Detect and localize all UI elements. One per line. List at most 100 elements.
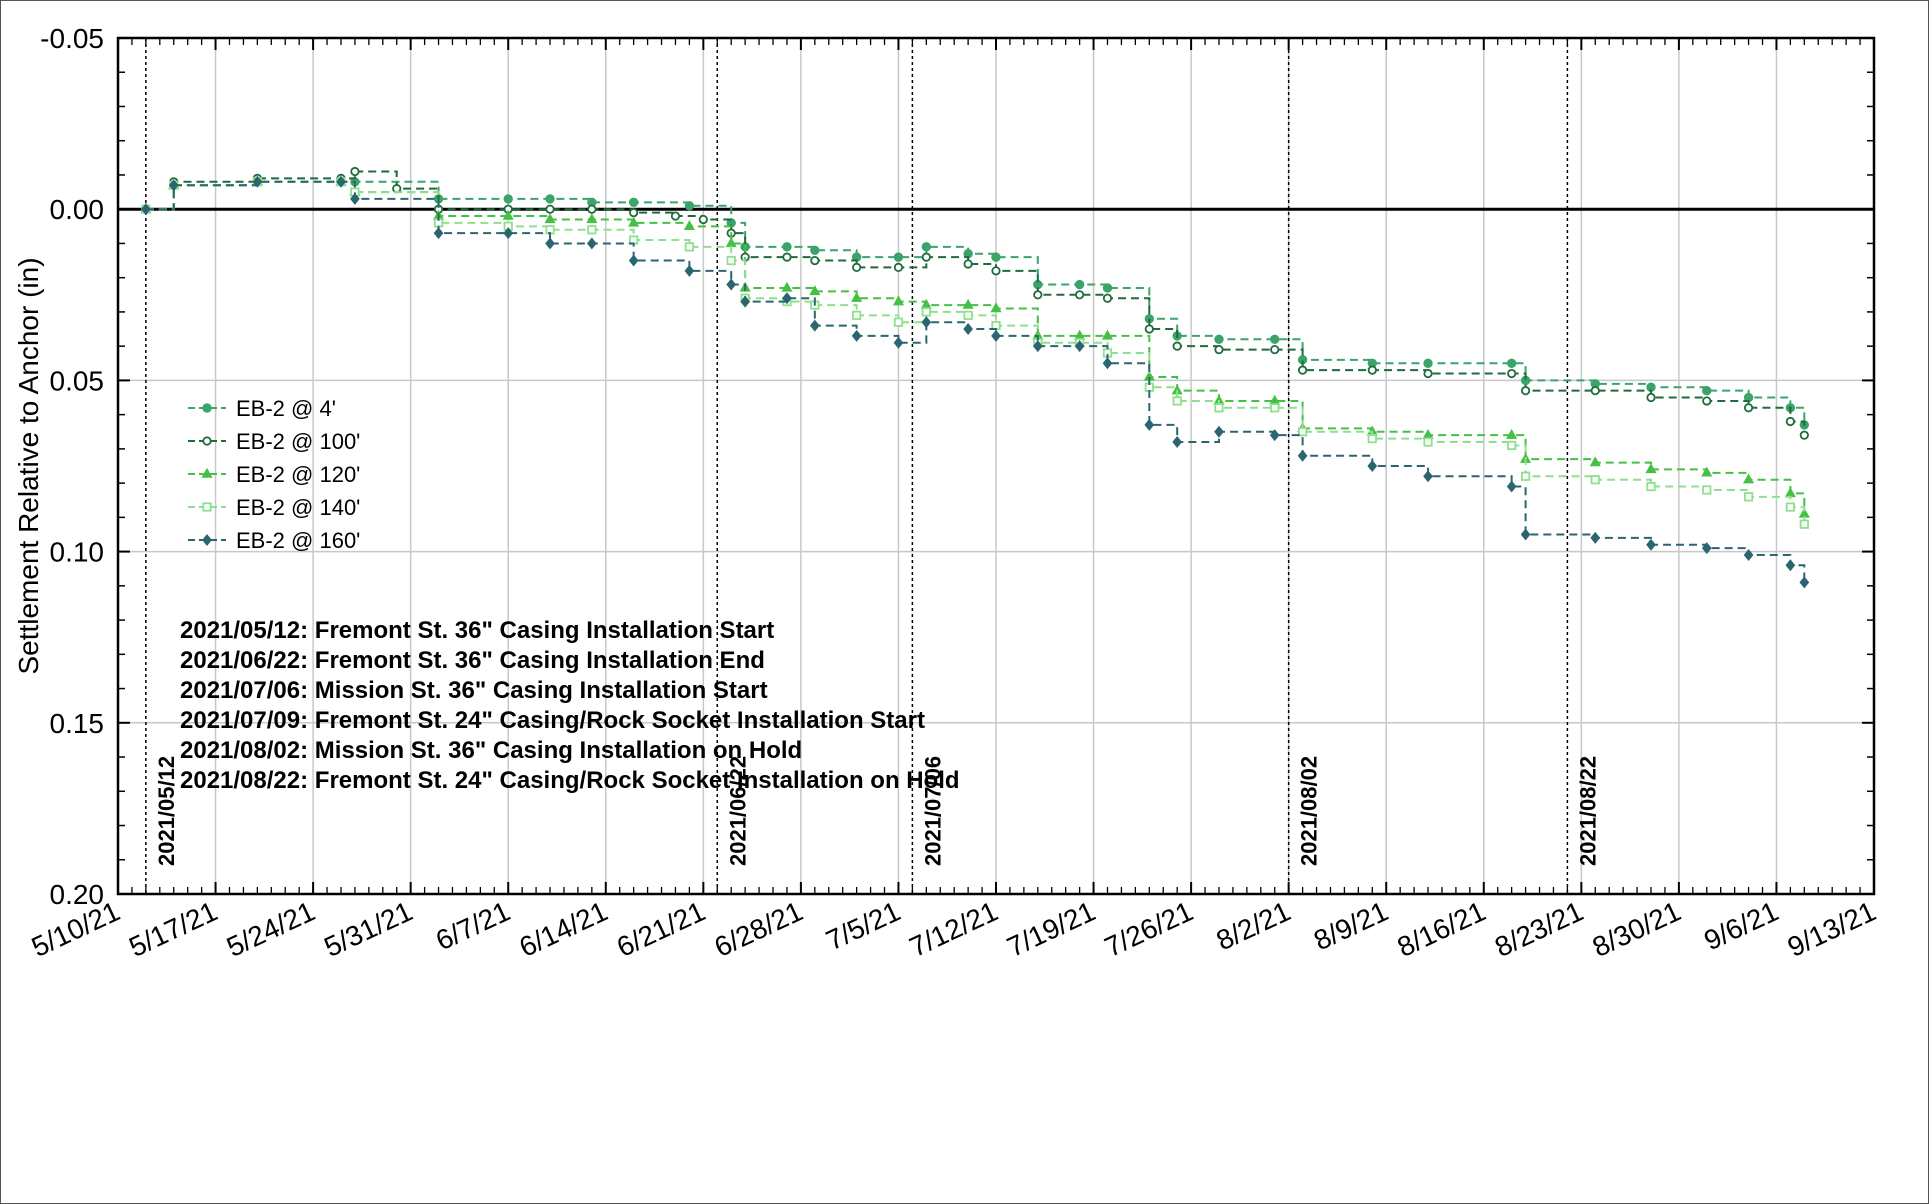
data-point [1702, 385, 1712, 396]
data-point [1144, 418, 1155, 431]
data-point [1101, 329, 1114, 340]
data-point [1646, 481, 1656, 492]
data-point [1743, 473, 1755, 484]
data-point [1646, 392, 1656, 403]
data-point [1075, 290, 1085, 300]
data-point [852, 310, 862, 320]
y-tick-label: 0.00 [50, 194, 105, 225]
data-point [1074, 340, 1085, 353]
data-point [1033, 290, 1043, 300]
data-point [1799, 430, 1809, 440]
data-point [1214, 425, 1224, 438]
data-point [503, 194, 513, 204]
data-point [1298, 427, 1308, 437]
data-point [1423, 358, 1433, 368]
data-point [781, 281, 793, 292]
data-point [1298, 365, 1308, 375]
data-point [810, 255, 820, 266]
data-point [1367, 460, 1378, 472]
series [141, 166, 1809, 440]
axis-ticks [117, 37, 1875, 895]
data-point [1785, 502, 1795, 512]
data-point [1423, 368, 1433, 379]
data-point [586, 213, 598, 224]
data-point [684, 201, 695, 211]
data-point [1785, 416, 1795, 427]
data-point [202, 502, 212, 512]
data-point [586, 237, 597, 250]
data-point [1590, 386, 1600, 396]
annotation-text: 2021/08/22: Fremont St. 24" Casing/Rock … [180, 767, 960, 794]
data-point [963, 259, 973, 269]
data-point [587, 225, 597, 235]
data-point [852, 262, 862, 273]
data-point [1799, 519, 1809, 529]
data-point [544, 213, 556, 224]
data-point [851, 291, 863, 302]
data-point [1269, 429, 1280, 442]
data-point [683, 220, 695, 231]
data-point [1702, 485, 1712, 495]
data-point [350, 192, 360, 205]
legend-label: EB-2 @ 100' [236, 429, 360, 454]
data-point [1743, 492, 1754, 502]
data-point [921, 252, 931, 262]
data-point [921, 307, 931, 317]
data-point [1743, 549, 1754, 562]
data-point [963, 323, 973, 336]
y-tick-label: -0.05 [40, 23, 104, 54]
data-point [782, 242, 792, 252]
data-point [1702, 396, 1712, 406]
annotation-text: 2021/05/12: Fremont St. 36" Casing Insta… [180, 617, 774, 644]
data-point [629, 208, 639, 218]
data-point [893, 336, 904, 349]
data-point [921, 316, 932, 329]
y-tick-labels: -0.05 0.00 0.05 0.10 0.15 0.20 [40, 23, 104, 910]
data-point [1785, 559, 1796, 572]
series [141, 175, 1810, 589]
data-point [726, 255, 736, 266]
data-point [1297, 449, 1308, 462]
y-tick-label: 0.05 [50, 365, 105, 396]
y-tick-label: 0.20 [50, 879, 105, 910]
event-line-label: 2021/06/22 [725, 756, 750, 866]
data-point [1646, 538, 1656, 551]
data-point [1423, 437, 1433, 447]
data-point [1102, 293, 1113, 303]
y-tick-label: 0.15 [50, 708, 105, 739]
data-point [628, 216, 640, 227]
data-point [628, 254, 639, 267]
data-point [1214, 403, 1224, 413]
event-line-label: 2021/05/12 [154, 756, 179, 866]
data-point [1520, 386, 1531, 396]
data-point [782, 292, 792, 305]
data-point [545, 204, 555, 214]
data-point [433, 227, 444, 240]
data-point [545, 194, 555, 204]
series-group [140, 166, 1810, 589]
y-tick-label: 0.10 [50, 537, 105, 568]
data-point [990, 302, 1002, 313]
data-point [726, 278, 737, 291]
series [140, 175, 1810, 518]
data-point [698, 214, 708, 225]
event-line-label: 2021/07/06 [920, 756, 945, 866]
data-point [991, 252, 1001, 262]
legend: EB-2 @ 4' EB-2 @ 100' EB-2 @ 120' EB-2 @ 14… [188, 396, 360, 553]
data-point [1506, 428, 1518, 439]
data-point [1589, 456, 1601, 467]
data-point [336, 175, 346, 188]
data-point [962, 298, 974, 309]
event-line-label: 2021/08/22 [1575, 756, 1600, 866]
data-point [168, 179, 179, 192]
data-point [782, 252, 792, 262]
data-point [893, 317, 904, 327]
data-point [1270, 344, 1280, 355]
data-point [893, 252, 904, 262]
event-lines: 2021/05/12 2021/06/22 2021/07/06 2021/08/02… [145, 38, 1600, 894]
data-point [252, 175, 263, 188]
legend-label: EB-2 @ 4' [236, 396, 336, 421]
data-point [893, 262, 904, 273]
data-point [1520, 471, 1531, 481]
